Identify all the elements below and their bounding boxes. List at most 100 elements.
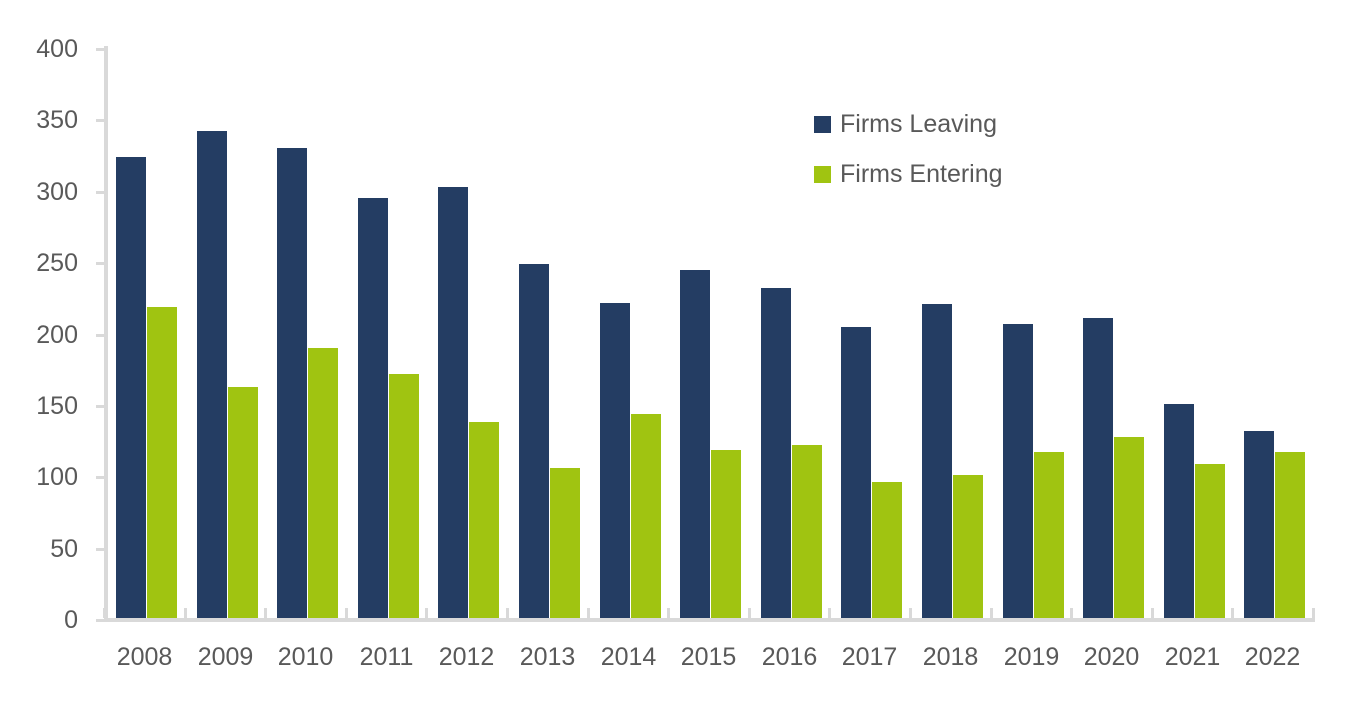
- x-tick-mark: [264, 608, 267, 618]
- x-tick-mark: [1151, 608, 1154, 618]
- y-tick-mark: [96, 476, 104, 479]
- legend-swatch-firms-entering: [814, 165, 831, 183]
- y-axis-line: [104, 46, 108, 622]
- bar-firms-entering-2015: [711, 450, 741, 618]
- y-axis-tick-label: 200: [36, 321, 78, 349]
- x-tick-mark: [506, 608, 509, 618]
- x-tick-mark: [103, 608, 106, 618]
- bar-group-2010: [265, 47, 346, 618]
- bar-firms-entering-2011: [389, 374, 419, 618]
- bar-firms-leaving-2013: [519, 264, 549, 618]
- x-axis-line: [104, 618, 1315, 622]
- y-axis-tick-label: 100: [36, 463, 78, 491]
- bar-group-2014: [588, 47, 669, 618]
- x-tick-mark: [828, 608, 831, 618]
- bar-group-2009: [185, 47, 266, 618]
- bar-group-2020: [1071, 47, 1152, 618]
- y-tick-mark: [96, 619, 104, 622]
- legend-label-firms-leaving: Firms Leaving: [840, 109, 997, 138]
- x-axis-category-label: 2020: [1083, 643, 1140, 671]
- bar-firms-entering-2009: [228, 387, 258, 618]
- y-tick-mark: [96, 548, 104, 551]
- bar-group-2017: [829, 47, 910, 618]
- bar-firms-leaving-2017: [841, 327, 871, 618]
- y-axis-tick-label: 0: [64, 606, 78, 634]
- chart-legend: Firms Leaving Firms Entering: [814, 106, 1003, 206]
- legend-item-firms-entering: Firms Entering: [814, 156, 1003, 192]
- bar-firms-entering-2013: [550, 468, 580, 618]
- x-axis-category-label: 2017: [841, 643, 898, 671]
- x-tick-mark: [1070, 608, 1073, 618]
- bar-firms-entering-2008: [147, 307, 177, 618]
- bar-firms-entering-2018: [953, 475, 983, 618]
- bar-firms-entering-2021: [1195, 464, 1225, 618]
- x-axis-category-label: 2012: [438, 643, 495, 671]
- y-axis-tick-label: 250: [36, 249, 78, 277]
- x-tick-mark: [184, 608, 187, 618]
- x-tick-mark: [909, 608, 912, 618]
- bar-group-2012: [426, 47, 507, 618]
- x-axis-category-label: 2015: [680, 643, 737, 671]
- bar-firms-leaving-2010: [277, 148, 307, 618]
- bar-firms-leaving-2015: [680, 270, 710, 618]
- y-tick-mark: [96, 262, 104, 265]
- bar-firms-entering-2017: [872, 482, 902, 618]
- bar-firms-entering-2016: [792, 445, 822, 618]
- bar-firms-leaving-2014: [600, 303, 630, 618]
- x-axis-category-label: 2019: [1003, 643, 1060, 671]
- bar-group-2019: [991, 47, 1072, 618]
- x-axis-category-label: 2009: [197, 643, 254, 671]
- x-tick-mark: [587, 608, 590, 618]
- bar-firms-leaving-2021: [1164, 404, 1194, 618]
- bar-group-2018: [910, 47, 991, 618]
- bar-group-2011: [346, 47, 427, 618]
- x-axis-category-label: 2016: [761, 643, 818, 671]
- bar-group-2022: [1232, 47, 1313, 618]
- x-tick-mark: [990, 608, 993, 618]
- x-axis-category-label: 2014: [600, 643, 657, 671]
- bar-group-2008: [104, 47, 185, 618]
- x-tick-mark: [667, 608, 670, 618]
- x-axis-category-label: 2022: [1244, 643, 1301, 671]
- y-tick-mark: [96, 191, 104, 194]
- bar-firms-leaving-2008: [116, 157, 146, 618]
- x-tick-mark: [345, 608, 348, 618]
- x-tick-mark: [1231, 608, 1234, 618]
- x-tick-mark: [1312, 608, 1315, 618]
- y-axis-tick-label: 350: [36, 106, 78, 134]
- bar-firms-entering-2014: [631, 414, 661, 618]
- bar-firms-entering-2022: [1275, 452, 1305, 618]
- x-tick-mark: [425, 608, 428, 618]
- bar-firms-leaving-2018: [922, 304, 952, 618]
- legend-swatch-firms-leaving: [814, 115, 831, 133]
- bar-firms-leaving-2009: [197, 131, 227, 618]
- bar-firms-entering-2019: [1034, 452, 1064, 618]
- x-axis-category-label: 2010: [277, 643, 334, 671]
- x-axis-category-label: 2011: [359, 643, 414, 671]
- bar-group-2015: [668, 47, 749, 618]
- x-axis-category-label: 2021: [1164, 643, 1221, 671]
- bar-firms-leaving-2022: [1244, 431, 1274, 618]
- y-tick-mark: [96, 334, 104, 337]
- y-axis-tick-label: 400: [36, 35, 78, 63]
- x-axis-category-label: 2013: [519, 643, 576, 671]
- bar-group-2021: [1152, 47, 1233, 618]
- y-tick-mark: [96, 119, 104, 122]
- y-axis-tick-label: 150: [36, 392, 78, 420]
- bar-firms-leaving-2016: [761, 288, 791, 618]
- x-axis-category-label: 2008: [116, 643, 173, 671]
- legend-item-firms-leaving: Firms Leaving: [814, 106, 1003, 142]
- y-tick-mark: [96, 48, 104, 51]
- bar-group-2013: [507, 47, 588, 618]
- bar-group-2016: [749, 47, 830, 618]
- bar-firms-entering-2012: [469, 422, 499, 618]
- bar-firms-leaving-2011: [358, 198, 388, 618]
- bar-firms-leaving-2012: [438, 187, 468, 618]
- y-tick-mark: [96, 405, 104, 408]
- bar-firms-leaving-2020: [1083, 318, 1113, 618]
- bar-firms-leaving-2019: [1003, 324, 1033, 618]
- legend-label-firms-entering: Firms Entering: [840, 159, 1003, 188]
- bar-firms-entering-2020: [1114, 437, 1144, 618]
- y-axis-tick-label: 50: [50, 535, 78, 563]
